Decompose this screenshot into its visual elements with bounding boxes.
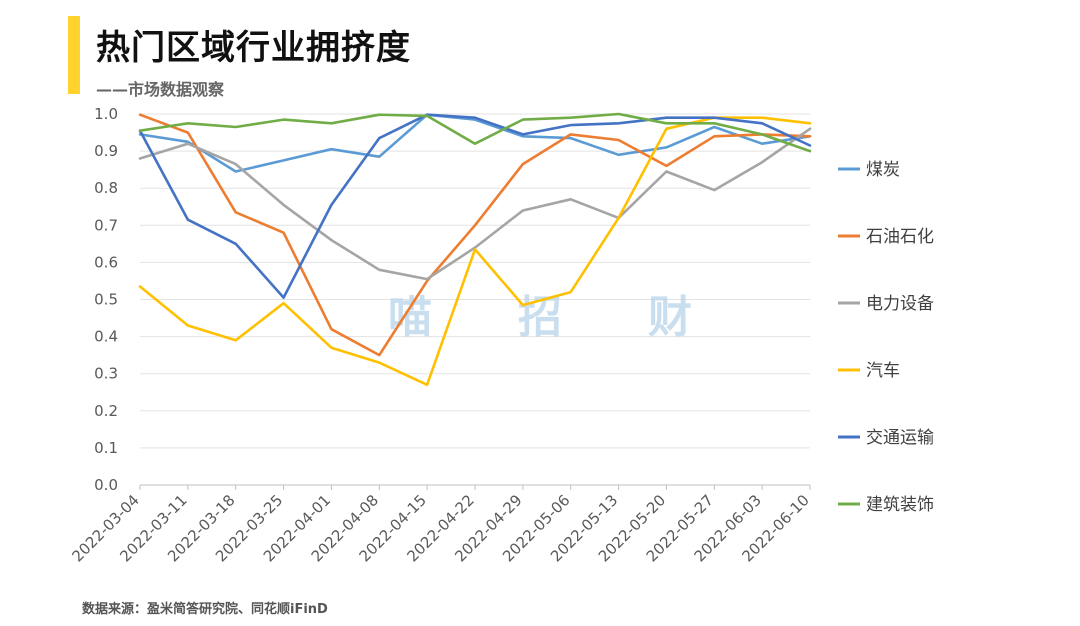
legend-label: 煤炭	[866, 160, 900, 180]
y-tick-label: 0.0	[94, 476, 118, 494]
series-line-交通运输	[138, 113, 812, 299]
title-accent-bar	[68, 16, 80, 94]
legend-label: 石油石化	[866, 227, 934, 247]
y-tick-label: 0.5	[94, 291, 118, 309]
y-tick-label: 1.0	[94, 105, 118, 123]
legend-label: 电力设备	[866, 294, 934, 314]
page-title: 热门区域行业拥挤度	[96, 28, 411, 68]
y-tick-label: 0.1	[94, 439, 118, 457]
series-line-汽车	[138, 116, 812, 387]
page-subtitle: ——市场数据观察	[96, 80, 225, 99]
series-line-石油石化	[138, 113, 812, 357]
legend-label: 汽车	[866, 361, 900, 381]
series-line-建筑装饰	[138, 112, 812, 153]
series-line-煤炭	[138, 113, 812, 173]
data-source: 数据来源：盈米简答研究院、同花顺iFinD	[82, 602, 328, 617]
watermark-glyph: 财	[648, 292, 692, 343]
series-line-电力设备	[138, 127, 812, 281]
y-tick-label: 0.4	[94, 328, 118, 346]
y-tick-label: 0.6	[94, 253, 118, 271]
watermark-glyph: 喵	[388, 292, 432, 343]
y-tick-label: 0.8	[94, 179, 118, 197]
y-tick-label: 0.2	[94, 402, 118, 420]
legend-label: 建筑装饰	[866, 495, 934, 515]
y-tick-label: 0.7	[94, 216, 118, 234]
y-tick-label: 0.9	[94, 142, 118, 160]
legend-label: 交通运输	[866, 428, 934, 448]
y-tick-label: 0.3	[94, 365, 118, 383]
